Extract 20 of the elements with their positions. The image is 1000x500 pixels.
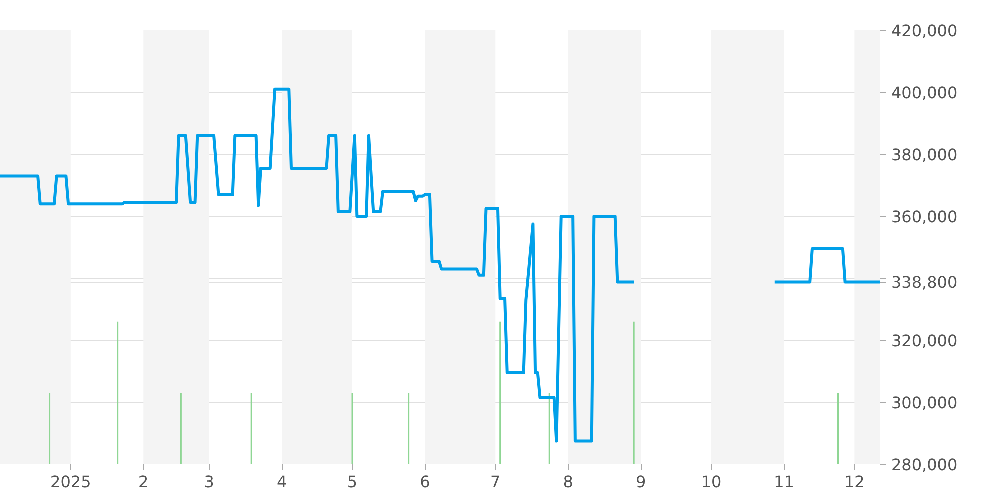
x-tick-label: 6 bbox=[420, 472, 430, 492]
x-tick-label: 11 bbox=[774, 472, 794, 492]
x-tick-label: 7 bbox=[490, 472, 501, 492]
y-tick-label: 300,000 bbox=[892, 394, 958, 412]
y-tick-label: 280,000 bbox=[892, 456, 958, 474]
y-tick-label: 320,000 bbox=[892, 332, 958, 350]
x-tick-label: 2 bbox=[138, 472, 149, 492]
y-tick-label: 338,800 bbox=[892, 273, 958, 292]
y-tick-label: 420,000 bbox=[892, 22, 958, 40]
x-tick-label: 12 bbox=[844, 472, 865, 492]
x-tick-label: 2025 bbox=[50, 472, 92, 492]
y-tick-label: 380,000 bbox=[892, 146, 958, 164]
x-tick-label: 5 bbox=[347, 472, 358, 492]
x-tick-label: 9 bbox=[636, 472, 646, 492]
x-tick-label: 4 bbox=[277, 472, 288, 492]
x-tick-label: 3 bbox=[204, 472, 214, 492]
x-tick-label: 10 bbox=[701, 472, 722, 492]
y-tick-label: 400,000 bbox=[892, 84, 958, 102]
y-tick-label: 360,000 bbox=[892, 208, 958, 226]
x-tick-label: 8 bbox=[563, 472, 574, 492]
